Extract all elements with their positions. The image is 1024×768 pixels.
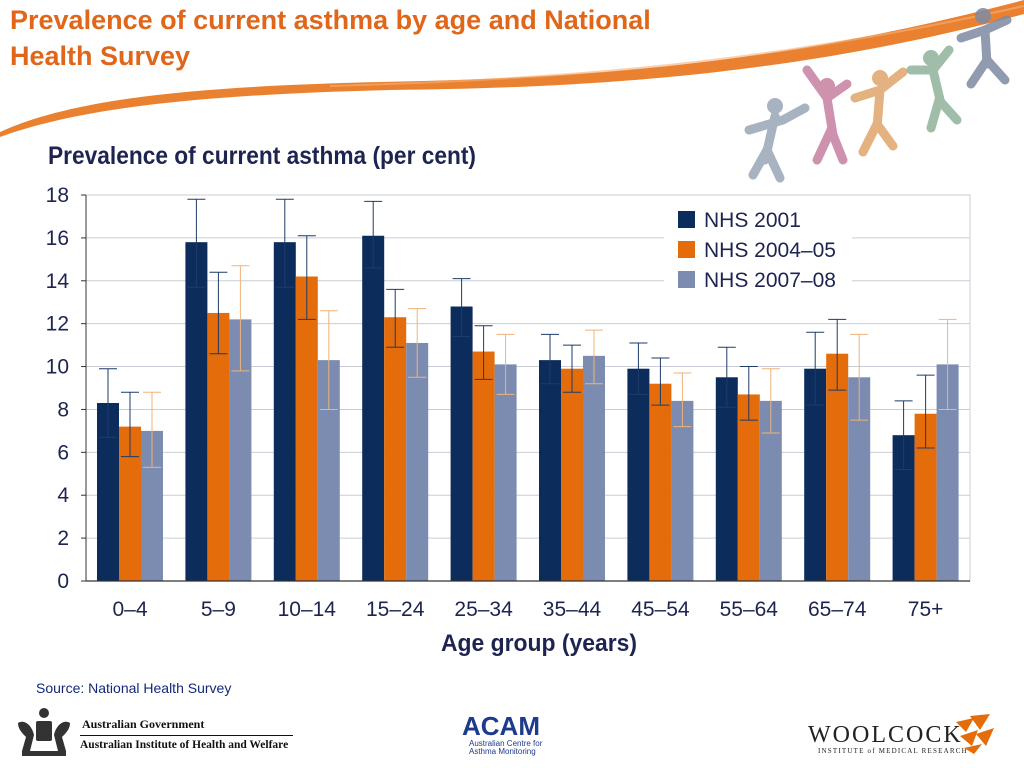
aihw-label: Australian Institute of Health and Welfa… [80, 739, 289, 751]
y-tick-label: 8 [57, 398, 69, 421]
x-tick-label: 65–74 [808, 598, 867, 621]
coat-of-arms-logo [18, 708, 70, 756]
bar [892, 435, 915, 581]
bar [826, 353, 849, 581]
bar [848, 377, 871, 581]
legend-swatch [678, 241, 695, 258]
bar [737, 394, 760, 581]
error-bars [99, 198, 957, 470]
bar [207, 312, 230, 581]
x-tick-label: 75+ [908, 598, 944, 621]
legend-swatch [678, 211, 695, 228]
y-axis-tick-labels: 0 2 4 6 8 10 12 14 16 18 [46, 184, 70, 593]
people-figures-illustration [744, 8, 1012, 183]
woolcock-subtitle: INSTITUTE of MEDICAL RESEARCH [818, 747, 968, 755]
y-tick-label: 16 [46, 227, 69, 250]
acam-subtitle-line1: Australian Centre for [469, 739, 543, 748]
x-axis-tick-labels: 0–4 5–9 10–14 15–24 25–34 35–44 45–54 55–64 65–7… [112, 598, 943, 621]
x-tick-label: 10–14 [278, 598, 337, 621]
y-tick-label: 10 [46, 356, 69, 379]
header-swoosh [0, 0, 1024, 137]
bar [671, 400, 694, 581]
x-tick-label: 5–9 [201, 598, 236, 621]
woolcock-emblem-icon [956, 714, 994, 754]
bar [936, 364, 959, 581]
bar [494, 364, 517, 581]
bar [759, 400, 782, 581]
bar [317, 360, 340, 581]
y-tick-label: 4 [57, 484, 69, 507]
bar [97, 403, 119, 581]
x-axis-label: Age group (years) [441, 630, 637, 657]
bar [914, 413, 937, 581]
y-tick-label: 14 [46, 270, 70, 293]
x-tick-label: 25–34 [454, 598, 513, 621]
y-tick-label: 18 [46, 184, 69, 207]
y-tick-label: 12 [46, 313, 69, 336]
x-tick-label: 0–4 [112, 598, 147, 621]
legend-background [664, 203, 852, 299]
legend-label: NHS 2001 [704, 209, 801, 232]
x-tick-label: 15–24 [366, 598, 425, 621]
acam-subtitle-line2: Asthma Monitoring [469, 747, 536, 756]
bar [384, 317, 407, 581]
x-tick-label: 35–44 [543, 598, 602, 621]
woolcock-logo: WOOLCOCK [808, 722, 963, 748]
chart-legend: NHS 2001 NHS 2004–05 NHS 2007–08 [664, 203, 852, 299]
bar [649, 383, 672, 581]
bar [561, 368, 583, 581]
y-tick-label: 0 [57, 570, 69, 593]
legend-label: NHS 2004–05 [704, 239, 836, 262]
bar [141, 430, 163, 581]
asthma-prevalence-chart: Prevalence of current asthma (per cent) … [46, 142, 971, 657]
legend-label: NHS 2007–08 [704, 269, 836, 292]
bar [185, 242, 208, 581]
legend-swatch [678, 271, 695, 288]
bar [273, 242, 296, 581]
y-tick-label: 6 [57, 441, 69, 464]
x-tick-label: 55–64 [720, 598, 779, 621]
bar [539, 360, 561, 581]
x-tick-label: 45–54 [631, 598, 690, 621]
bar [119, 426, 141, 581]
bar [406, 342, 429, 581]
divider [80, 735, 293, 736]
bar [715, 377, 738, 581]
bars [97, 235, 959, 581]
bar [229, 319, 252, 581]
y-tick-label: 2 [57, 527, 69, 550]
source-note: Source: National Health Survey [36, 680, 232, 696]
bar [450, 306, 473, 581]
bar [362, 235, 385, 581]
bar [295, 276, 318, 581]
australian-government-label: Australian Government [82, 717, 205, 731]
chart-title: Prevalence of current asthma (per cent) [48, 142, 476, 170]
acam-logo: ACAM [462, 711, 540, 741]
slide-title: Prevalence of current asthma by age and … [10, 5, 651, 71]
bar [583, 355, 605, 581]
bar [804, 368, 827, 581]
bar [472, 351, 495, 581]
bar [627, 368, 650, 581]
